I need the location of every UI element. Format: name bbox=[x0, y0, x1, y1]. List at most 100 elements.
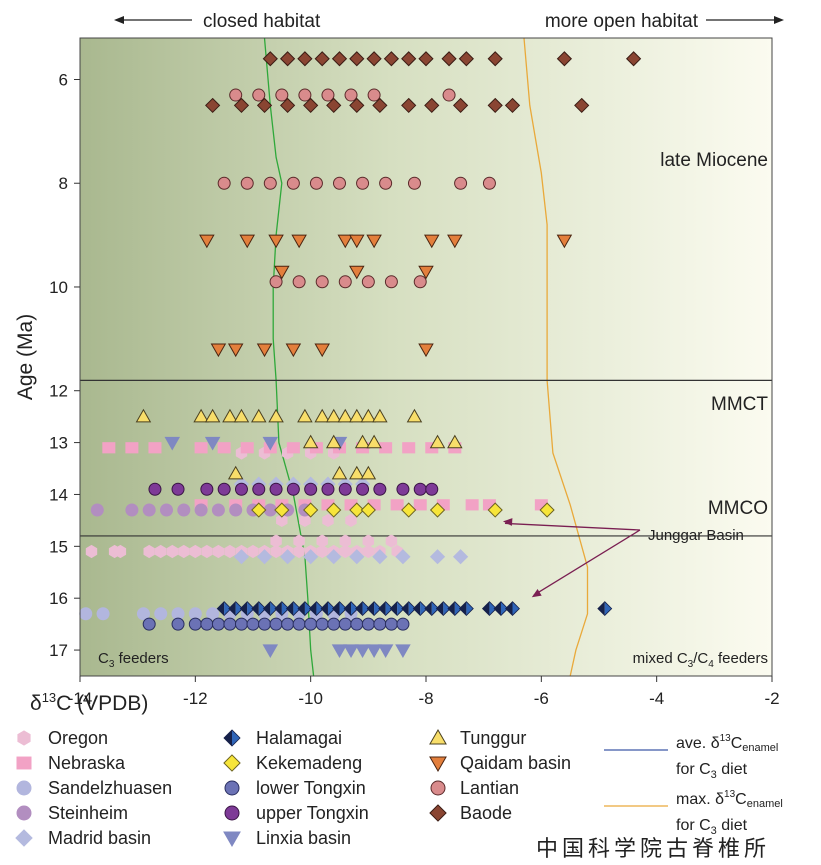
point-oregon-9 bbox=[212, 544, 225, 559]
point-qaidam-basin-15 bbox=[256, 343, 273, 358]
point-oregon-34 bbox=[345, 513, 357, 527]
y-tick-label: 16 bbox=[49, 589, 68, 608]
point-halamagai-1-right bbox=[235, 601, 243, 616]
point-halamagai-25-right bbox=[604, 601, 612, 616]
legend-line2-sub: 3 bbox=[711, 825, 717, 837]
point-upper-tongxin-14 bbox=[413, 482, 427, 496]
series-upper-tongxin bbox=[148, 482, 439, 496]
point-halamagai-14 bbox=[378, 601, 394, 617]
point-sandelzhuasen-6 bbox=[206, 607, 220, 621]
point-halamagai-12-left bbox=[355, 601, 363, 616]
y-axis-label: Age (Ma) bbox=[14, 314, 37, 400]
corner-c3-rest: feeders bbox=[114, 650, 168, 667]
point-linxia-basin-2 bbox=[262, 436, 279, 451]
point-linxia-basin-4 bbox=[262, 644, 279, 658]
point-lower-tongxin-16 bbox=[350, 617, 364, 631]
corner-mixed-mid: /C bbox=[693, 650, 708, 667]
point-linxia-basin-8 bbox=[366, 644, 382, 658]
reference-line-max bbox=[523, 37, 589, 677]
point-nebraska-1 bbox=[125, 442, 139, 454]
y-tick-label: 17 bbox=[49, 641, 68, 660]
point-kekemadeng-5 bbox=[360, 502, 376, 518]
point-nebraska-2 bbox=[148, 442, 162, 454]
point-halamagai-7-left bbox=[298, 601, 305, 616]
series-kekemadeng bbox=[251, 502, 555, 518]
point-baode-17 bbox=[256, 97, 273, 114]
point-linxia-basin-7 bbox=[354, 644, 371, 658]
point-lantian-16 bbox=[407, 176, 421, 190]
watermark-text: 中国科学院古脊椎所 bbox=[536, 836, 770, 861]
point-baode-26 bbox=[487, 97, 503, 114]
point-madrid-basin-16 bbox=[429, 549, 446, 565]
habitat-header: closed habitat more open habitat bbox=[114, 11, 784, 32]
point-tunggur-21 bbox=[227, 465, 244, 480]
point-halamagai-8 bbox=[308, 601, 324, 617]
point-linxia-basin-10 bbox=[395, 644, 411, 658]
legend-line2-pre: for C bbox=[676, 817, 711, 834]
point-tunggur-17 bbox=[354, 434, 371, 449]
legend-marker-sandelzhuasen bbox=[16, 780, 32, 796]
point-halamagai-13-outline bbox=[366, 601, 382, 617]
point-qaidam-basin-13 bbox=[210, 343, 227, 358]
point-upper-tongxin-15 bbox=[425, 482, 439, 496]
corner-mixed-sub1: 3 bbox=[688, 659, 694, 670]
legend-marker-halamagai-right bbox=[232, 729, 241, 747]
point-halamagai-2-right bbox=[247, 601, 255, 616]
point-halamagai-13-left bbox=[367, 601, 375, 616]
point-kekemadeng-6 bbox=[401, 502, 417, 518]
legend-line-pre: max. δ bbox=[676, 791, 724, 808]
point-lantian-1 bbox=[252, 88, 266, 102]
legend-label-qaidam-basin: Qaidam basin bbox=[460, 753, 571, 773]
point-tunggur-18 bbox=[366, 434, 382, 449]
point-oregon-22 bbox=[362, 544, 374, 559]
point-lower-tongxin-9 bbox=[269, 617, 283, 631]
point-halamagai-10-right bbox=[339, 601, 347, 616]
series-lantian bbox=[217, 88, 496, 289]
y-tick-label: 6 bbox=[59, 70, 68, 89]
point-halamagai-7 bbox=[297, 601, 313, 617]
point-tunggur-19 bbox=[429, 434, 446, 449]
point-baode-1 bbox=[279, 51, 296, 67]
point-qaidam-basin-10 bbox=[274, 265, 290, 280]
point-halamagai-18-right bbox=[431, 601, 439, 616]
legend-marker-linxia-basin bbox=[223, 831, 241, 848]
legend: Oregon Nebraska Sandelzhuasen Steinheim Madr… bbox=[15, 728, 783, 861]
point-oregon-33 bbox=[322, 513, 334, 527]
point-lantian-25 bbox=[413, 275, 427, 289]
point-nebraska-7 bbox=[286, 442, 300, 454]
point-tunggur-11 bbox=[349, 408, 365, 423]
point-sandelzhuasen-3 bbox=[154, 607, 168, 621]
point-halamagai-22 bbox=[481, 601, 497, 617]
legend-label-oregon: Oregon bbox=[48, 728, 108, 748]
x-tick-label: -2 bbox=[764, 689, 779, 708]
point-halamagai-7-right bbox=[304, 601, 312, 616]
point-lantian-15 bbox=[379, 176, 393, 190]
point-baode-7 bbox=[383, 51, 400, 67]
point-kekemadeng-4 bbox=[349, 502, 365, 518]
annotation-arrow-1 bbox=[533, 529, 641, 596]
legend-line-pre: ave. δ bbox=[676, 735, 720, 752]
point-halamagai-15 bbox=[389, 601, 405, 617]
point-halamagai-17-left bbox=[413, 601, 421, 616]
legend-marker-tunggur bbox=[429, 728, 447, 745]
legend-marker-halamagai bbox=[223, 729, 241, 747]
corner-mixed-sub2: 4 bbox=[708, 659, 714, 670]
point-qaidam-basin-8 bbox=[447, 234, 463, 249]
point-halamagai-20-outline bbox=[447, 601, 463, 617]
point-halamagai-8-left bbox=[309, 601, 317, 616]
point-baode-28 bbox=[574, 97, 590, 114]
point-halamagai-18-left bbox=[424, 601, 432, 616]
x-tick-label: -12 bbox=[183, 689, 208, 708]
point-baode-10 bbox=[441, 51, 457, 67]
point-halamagai-13 bbox=[366, 601, 382, 617]
point-lower-tongxin-5 bbox=[223, 617, 237, 631]
point-halamagai-11-outline bbox=[343, 601, 359, 617]
point-tunggur-4 bbox=[233, 408, 250, 423]
header-left-text: closed habitat bbox=[203, 11, 321, 32]
point-halamagai-19 bbox=[435, 601, 451, 617]
interval-label-mmct: MMCT bbox=[711, 394, 768, 415]
point-tunggur-9 bbox=[325, 408, 342, 423]
point-upper-tongxin-2 bbox=[200, 482, 214, 496]
corner-mixed-rest: feeders bbox=[714, 650, 768, 667]
annotation-arrowhead-1 bbox=[531, 589, 542, 598]
